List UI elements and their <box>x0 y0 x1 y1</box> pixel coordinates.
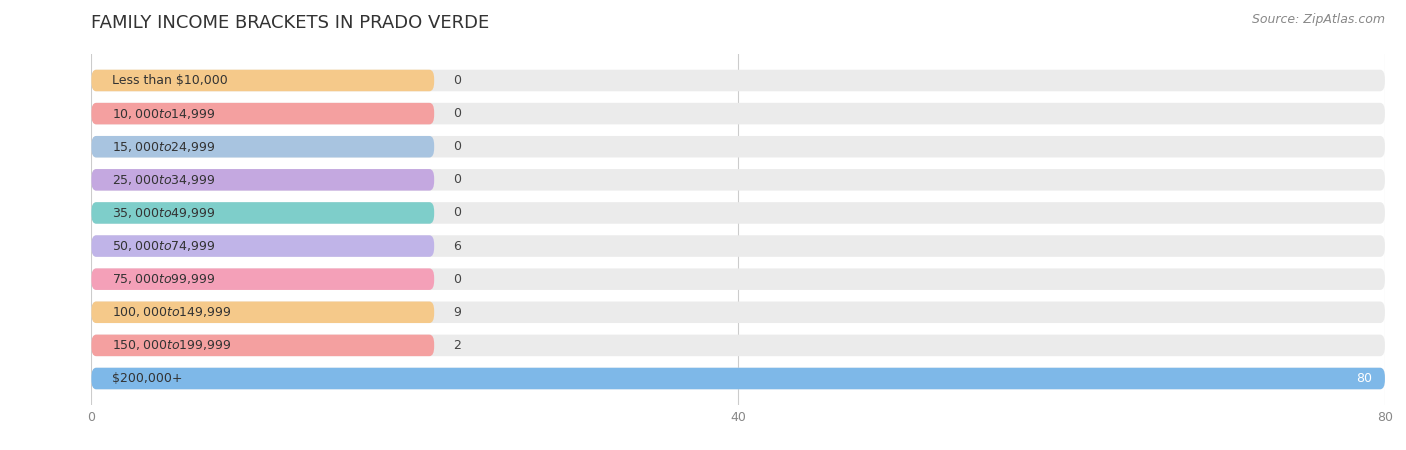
FancyBboxPatch shape <box>91 169 1385 191</box>
FancyBboxPatch shape <box>91 335 434 356</box>
FancyBboxPatch shape <box>91 70 1385 91</box>
FancyBboxPatch shape <box>91 268 1385 290</box>
Text: 2: 2 <box>454 339 461 352</box>
FancyBboxPatch shape <box>91 235 1385 257</box>
Text: $35,000 to $49,999: $35,000 to $49,999 <box>112 206 215 220</box>
Text: $200,000+: $200,000+ <box>112 372 183 385</box>
Text: FAMILY INCOME BRACKETS IN PRADO VERDE: FAMILY INCOME BRACKETS IN PRADO VERDE <box>91 14 489 32</box>
FancyBboxPatch shape <box>91 70 434 91</box>
Text: $150,000 to $199,999: $150,000 to $199,999 <box>112 338 232 352</box>
FancyBboxPatch shape <box>91 335 1385 356</box>
FancyBboxPatch shape <box>91 368 1385 389</box>
Text: 0: 0 <box>454 173 461 186</box>
Text: 0: 0 <box>454 140 461 153</box>
FancyBboxPatch shape <box>91 302 434 323</box>
Text: $100,000 to $149,999: $100,000 to $149,999 <box>112 305 232 320</box>
FancyBboxPatch shape <box>91 136 434 158</box>
FancyBboxPatch shape <box>91 202 434 224</box>
FancyBboxPatch shape <box>91 235 434 257</box>
Text: 80: 80 <box>1355 372 1372 385</box>
Text: 0: 0 <box>454 207 461 220</box>
Text: 6: 6 <box>454 239 461 252</box>
Text: 0: 0 <box>454 74 461 87</box>
Text: Less than $10,000: Less than $10,000 <box>112 74 228 87</box>
FancyBboxPatch shape <box>91 202 1385 224</box>
Text: Source: ZipAtlas.com: Source: ZipAtlas.com <box>1251 14 1385 27</box>
FancyBboxPatch shape <box>91 169 434 191</box>
FancyBboxPatch shape <box>91 103 1385 124</box>
Text: 0: 0 <box>454 273 461 286</box>
Text: $15,000 to $24,999: $15,000 to $24,999 <box>112 140 215 154</box>
Text: $50,000 to $74,999: $50,000 to $74,999 <box>112 239 215 253</box>
Text: $25,000 to $34,999: $25,000 to $34,999 <box>112 173 215 187</box>
Text: 0: 0 <box>454 107 461 120</box>
Text: $75,000 to $99,999: $75,000 to $99,999 <box>112 272 215 286</box>
FancyBboxPatch shape <box>91 136 1385 158</box>
FancyBboxPatch shape <box>91 103 434 124</box>
FancyBboxPatch shape <box>91 368 1385 389</box>
FancyBboxPatch shape <box>91 268 434 290</box>
Text: $10,000 to $14,999: $10,000 to $14,999 <box>112 107 215 121</box>
Text: 9: 9 <box>454 306 461 319</box>
FancyBboxPatch shape <box>91 302 1385 323</box>
